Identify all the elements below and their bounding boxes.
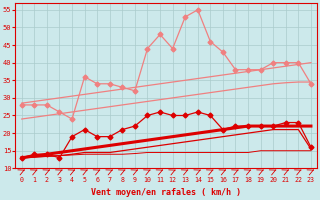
X-axis label: Vent moyen/en rafales ( km/h ): Vent moyen/en rafales ( km/h ) bbox=[91, 188, 241, 197]
